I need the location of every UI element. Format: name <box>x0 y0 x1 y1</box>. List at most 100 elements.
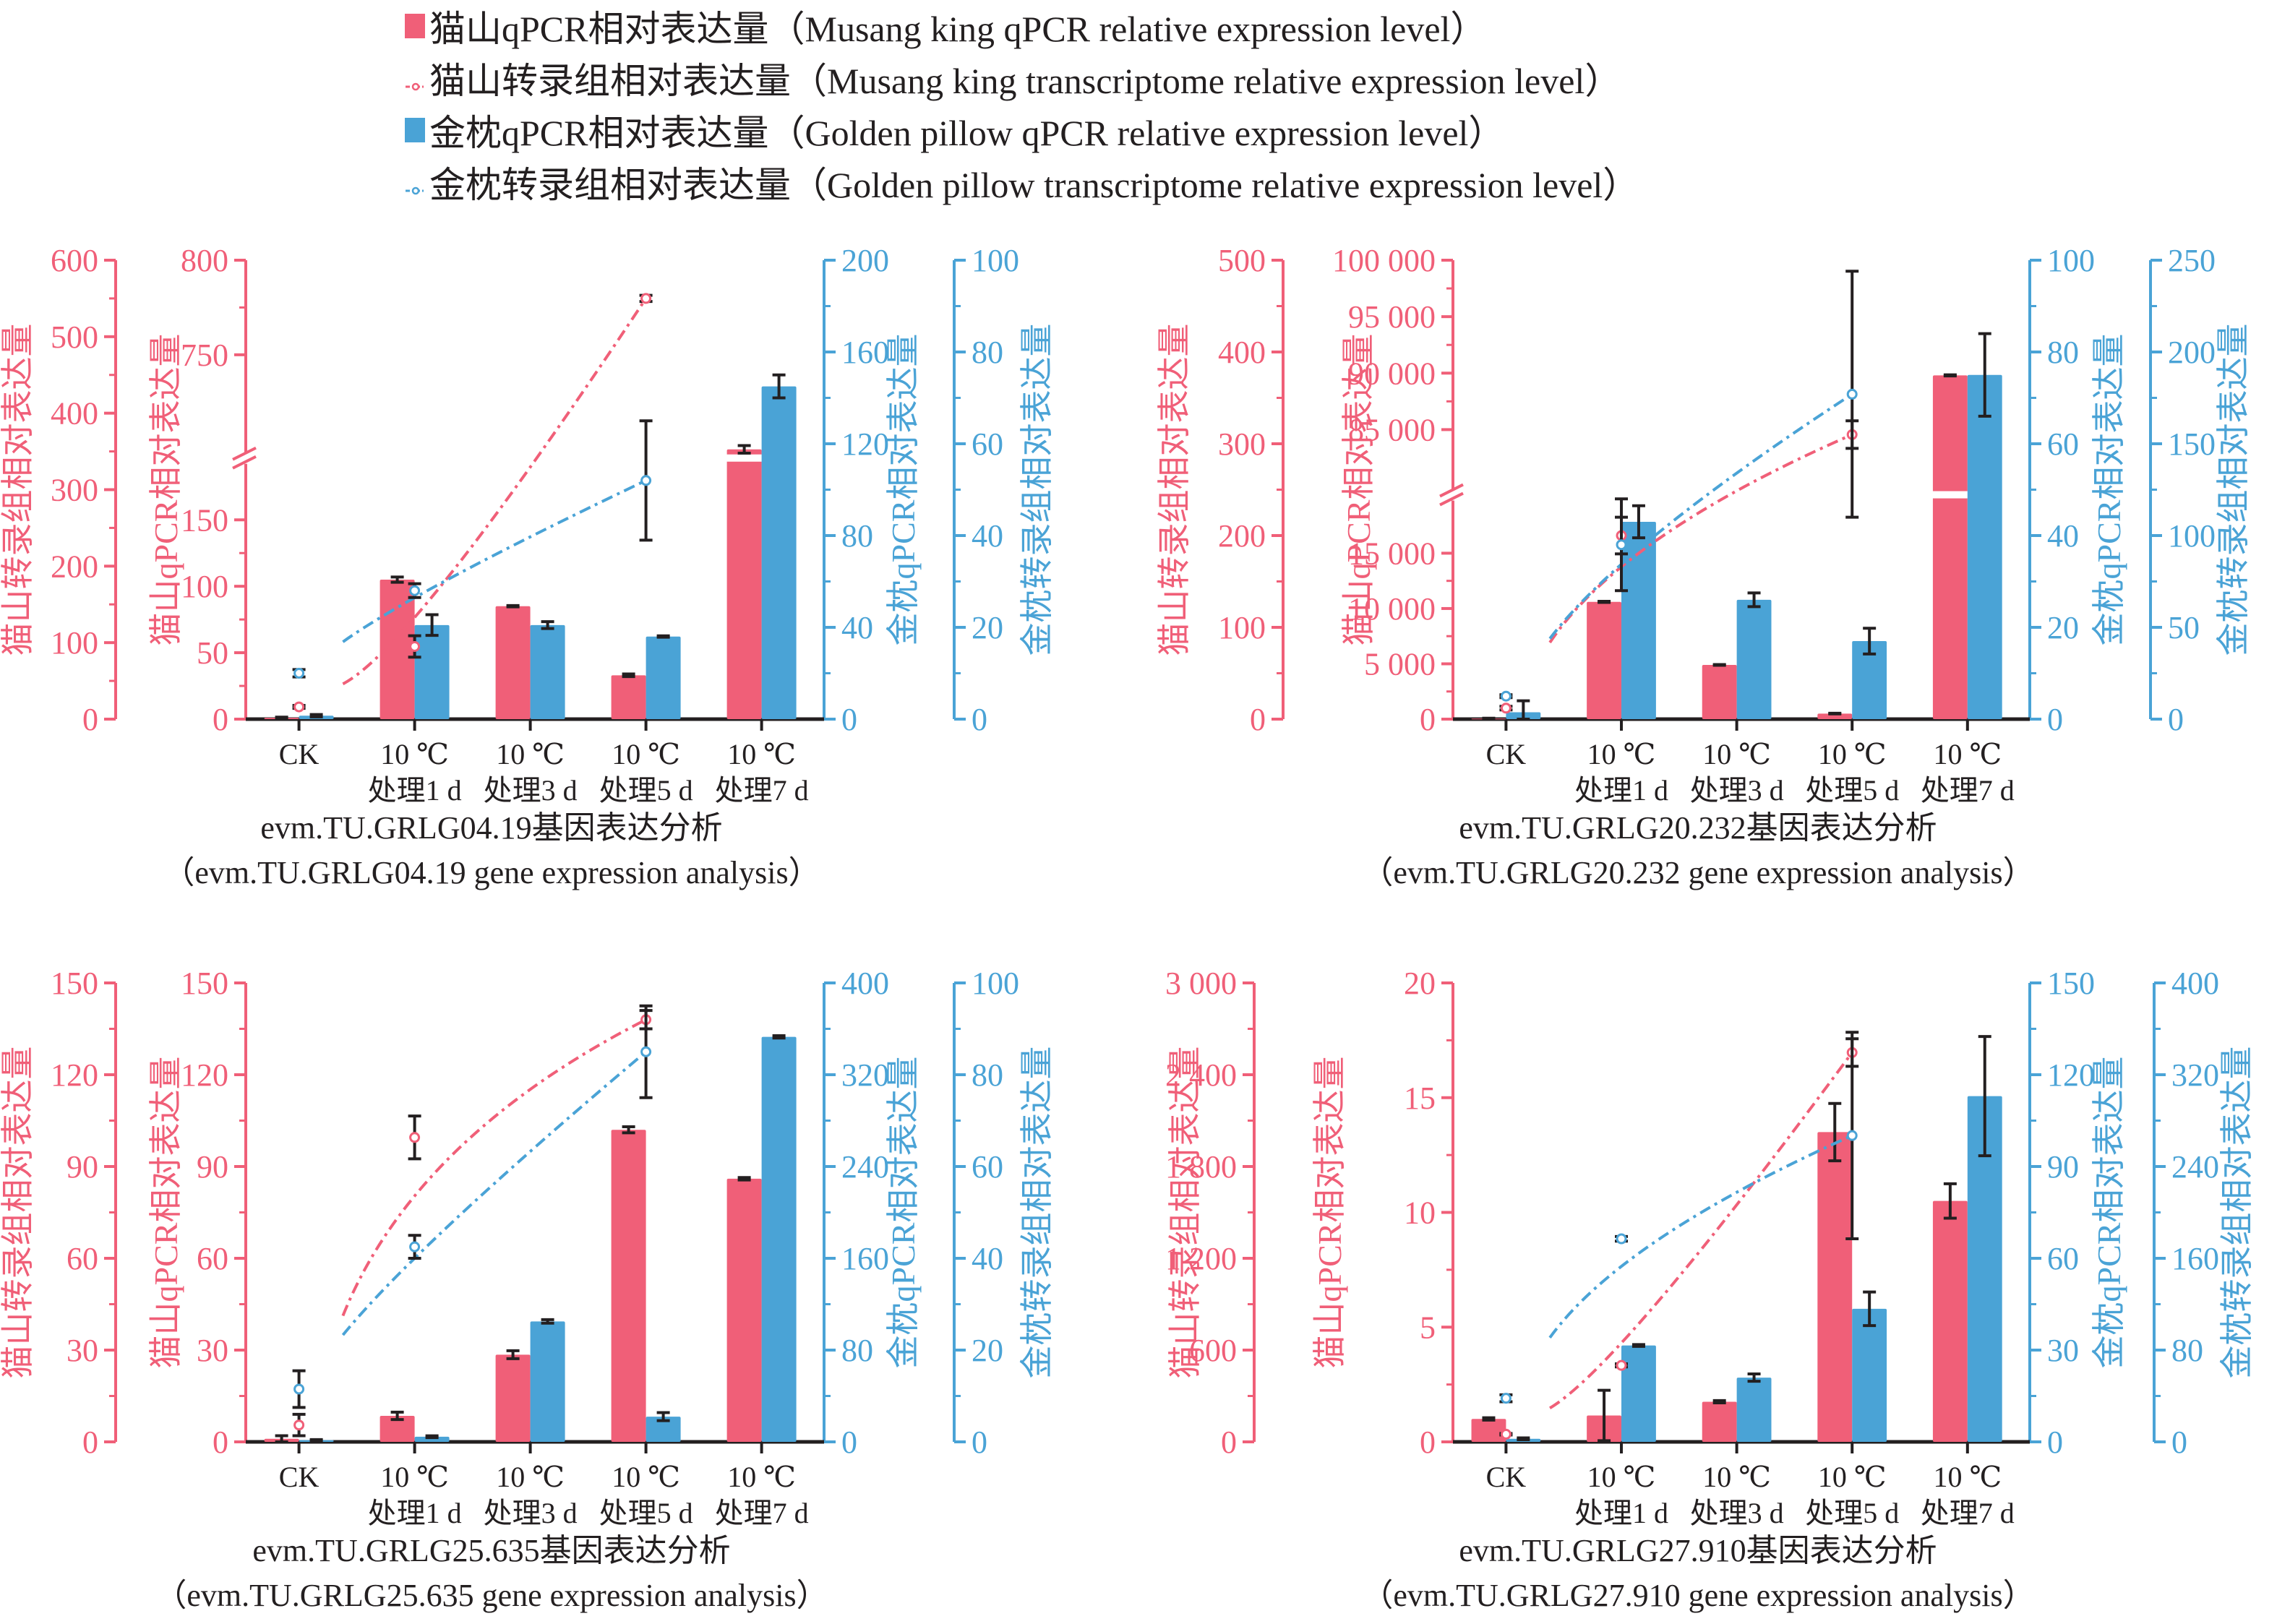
x-tick-sublabel: 处理7 d <box>1921 1497 2015 1529</box>
bar-musang-qpcr <box>380 579 415 719</box>
chart-title: evm.TU.GRLG25.635基因表达分析 <box>252 1533 730 1568</box>
y-tick-label: 20 <box>2047 610 2079 645</box>
legend: 猫山qPCR相对表达量（Musang king qPCR relative ex… <box>405 0 1639 208</box>
bar-musang-qpcr <box>1817 1132 1853 1442</box>
bar-golden-qpcr <box>1852 1308 1887 1442</box>
y-tick-label: 95 000 <box>1348 299 1436 335</box>
y-tick-label: 90 <box>197 1149 228 1185</box>
x-tick-sublabel: 处理3 d <box>1690 774 1784 807</box>
bar-musang-qpcr <box>380 1416 415 1442</box>
y-axis-gp-qpcr: 0 20 40 60 80 100 金枕qPCR相对表达量 <box>2028 243 2127 737</box>
y-axis-gp-transcriptome: 0 80 160 240 320 400 金枕转录组相对表达量 <box>2153 966 2255 1460</box>
y-axis-title: 金枕qPCR相对表达量 <box>885 1057 922 1369</box>
point-musang-transcriptome <box>409 1132 421 1143</box>
point-golden-transcriptome <box>1846 1130 1858 1141</box>
y-tick-label: 160 <box>2171 1241 2219 1276</box>
point-golden-transcriptome <box>1500 690 1511 702</box>
point-musang-transcriptome <box>293 701 305 713</box>
y-tick-label: 100 <box>181 569 228 604</box>
point-golden-transcriptome <box>1616 1233 1627 1245</box>
y-tick-label: 40 <box>972 1241 1003 1276</box>
point-golden-transcriptome <box>640 1046 652 1057</box>
legend-bar-swatch <box>405 118 425 142</box>
bar-golden-qpcr <box>646 1417 681 1442</box>
point-musang-transcriptome <box>1500 703 1511 714</box>
y-tick-label: 10 <box>1404 1195 1436 1231</box>
y-tick-label: 120 <box>841 426 889 462</box>
y-tick-label: 2 400 <box>1165 1057 1237 1093</box>
y-tick-label: 80 <box>841 518 873 554</box>
y-tick-label: 240 <box>2171 1149 2219 1185</box>
x-tick-label: CK <box>279 1461 320 1493</box>
line-musang-transcriptome <box>1548 433 1853 644</box>
x-tick-label: 10 ℃ <box>612 1461 680 1493</box>
y-tick-label: 50 <box>2168 610 2200 645</box>
chart-title: evm.TU.GRLG20.232基因表达分析 <box>1459 810 1937 846</box>
y-axis-title: 金枕转录组相对表达量 <box>1019 1047 1055 1379</box>
x-tick-label: 10 ℃ <box>380 1461 449 1493</box>
y-tick-label: 320 <box>841 1057 889 1093</box>
y-axis-gp-qpcr: 0 80 160 240 320 400 金枕qPCR相对表达量 <box>823 966 922 1460</box>
legend-item: 猫山qPCR相对表达量（Musang king qPCR relative ex… <box>405 0 1639 52</box>
bar-musang-qpcr <box>611 1130 646 1442</box>
y-tick-label: 60 <box>2047 426 2079 462</box>
y-tick-label: 3 000 <box>1165 966 1237 1001</box>
y-tick-label: 400 <box>1218 335 1266 370</box>
bar-musang-qpcr <box>726 1178 762 1442</box>
axis-break-slash <box>1439 483 1464 498</box>
y-axis-mk-transcriptome: 0 30 60 90 120 150 猫山转录组相对表达量 <box>0 966 117 1460</box>
y-axis-mk-qpcr: 0 30 60 90 120 150 猫山qPCR相对表达量 <box>147 966 247 1460</box>
legend-item: 金枕转录组相对表达量（Golden pillow transcriptome r… <box>405 156 1639 208</box>
y-tick-label: 150 <box>181 502 228 538</box>
bar-golden-qpcr <box>1967 1096 2002 1442</box>
line-musang-transcriptome <box>342 297 648 686</box>
chart-panel: 0 30 60 90 120 150 猫山转录组相对表达量 0 30 60 90 120 150 猫山qP… <box>0 966 1055 1613</box>
y-tick-label: 200 <box>1218 518 1266 554</box>
bar-musang-qpcr <box>1932 375 1968 719</box>
y-tick-label: 80 <box>2171 1333 2203 1368</box>
bar-musang-qpcr <box>1817 713 1853 719</box>
y-tick-label: 0 <box>1420 702 1436 737</box>
point-musang-transcriptome <box>409 640 421 652</box>
y-tick-label: 60 <box>972 426 1003 462</box>
legend-label: 金枕qPCR相对表达量（Golden pillow qPCR relative … <box>429 113 1505 153</box>
y-axis-gp-transcriptome: 0 20 40 60 80 100 金枕转录组相对表达量 <box>953 966 1055 1460</box>
y-tick-label: 200 <box>841 243 889 278</box>
x-tick-sublabel: 处理3 d <box>484 774 578 807</box>
point-golden-transcriptome <box>409 1241 421 1253</box>
y-tick-label: 100 <box>51 625 98 661</box>
chart-subtitle: （evm.TU.GRLG27.910 gene expression analy… <box>1361 1578 2034 1613</box>
y-tick-label: 20 <box>972 610 1003 645</box>
y-tick-label: 60 <box>67 1241 98 1276</box>
line-golden-transcriptome <box>341 1050 647 1336</box>
point-musang-transcriptome <box>1500 1428 1511 1440</box>
y-tick-label: 120 <box>51 1057 98 1093</box>
point-golden-transcriptome <box>1616 539 1627 551</box>
y-axis-title: 猫山转录组相对表达量 <box>1167 1047 1204 1379</box>
y-tick-label: 0 <box>972 702 987 737</box>
y-tick-label: 0 <box>2047 1425 2063 1460</box>
y-axis-gp-qpcr: 0 40 80 120 160 200 金枕qPCR相对表达量 <box>823 243 922 737</box>
legend-bar-swatch <box>405 14 425 38</box>
x-tick-label: CK <box>1486 738 1527 770</box>
y-tick-label: 0 <box>2168 702 2184 737</box>
y-tick-label: 200 <box>2168 335 2216 370</box>
y-tick-label: 20 <box>972 1333 1003 1368</box>
y-tick-label: 300 <box>51 473 98 508</box>
y-tick-label: 100 <box>2047 243 2095 278</box>
x-tick-label: 10 ℃ <box>727 738 796 770</box>
y-tick-label: 0 <box>2047 702 2063 737</box>
y-tick-label: 120 <box>181 1057 228 1093</box>
y-tick-label: 400 <box>841 966 889 1001</box>
y-tick-label: 500 <box>51 319 98 355</box>
y-tick-label: 320 <box>2171 1057 2219 1093</box>
y-axis-title: 猫山qPCR相对表达量 <box>1311 1057 1348 1369</box>
y-axis-gp-qpcr: 0 30 60 90 120 150 金枕qPCR相对表达量 <box>2028 966 2127 1460</box>
chart-subtitle: （evm.TU.GRLG20.232 gene expression analy… <box>1361 855 2034 890</box>
y-tick-label: 0 <box>82 702 98 737</box>
x-tick-sublabel: 处理1 d <box>1574 1497 1668 1529</box>
y-tick-label: 50 <box>197 635 228 671</box>
y-tick-label: 0 <box>213 702 228 737</box>
x-tick-label: 10 ℃ <box>1702 1461 1771 1493</box>
bar-golden-qpcr <box>1736 1378 1772 1442</box>
